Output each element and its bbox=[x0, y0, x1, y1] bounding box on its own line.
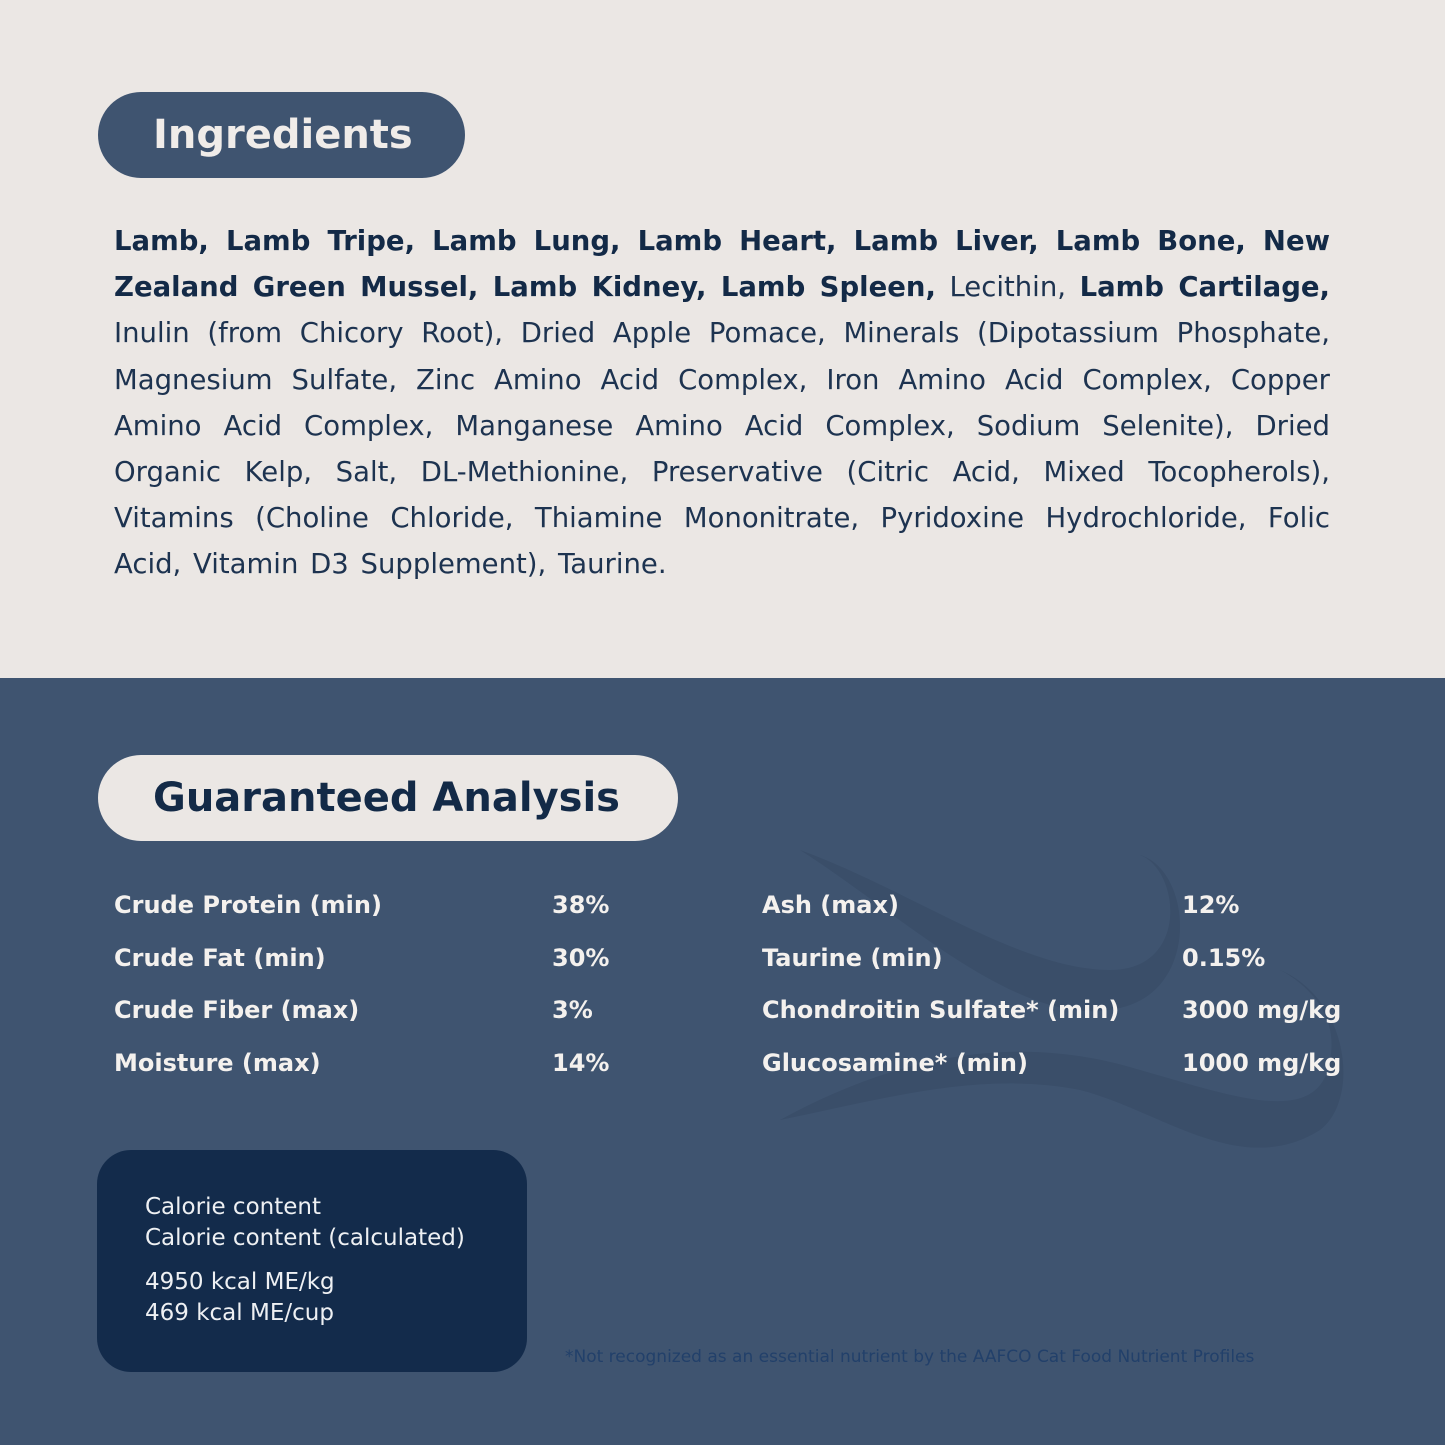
wave-icon bbox=[780, 850, 1344, 1148]
calorie-label: Calorie content bbox=[145, 1194, 321, 1220]
analysis-label: Chondroitin Sulfate* (min) bbox=[762, 996, 1120, 1024]
ingredient-regular: Lecithin, bbox=[935, 271, 1080, 304]
analysis-label: Crude Fiber (max) bbox=[114, 996, 360, 1024]
ingredients-section: Ingredients Lamb, Lamb Tripe, Lamb Lung,… bbox=[0, 0, 1445, 678]
ingredients-list: Lamb, Lamb Tripe, Lamb Lung, Lamb Heart,… bbox=[114, 218, 1330, 588]
ingredient-bold: Lamb, Lamb Tripe, Lamb Lung, Lamb Heart,… bbox=[114, 225, 1330, 304]
analysis-right-values: 12% 0.15% 3000 mg/kg 1000 mg/kg bbox=[1182, 885, 1341, 1095]
analysis-label: Crude Protein (min) bbox=[114, 891, 382, 919]
ingredient-bold: Lamb Cartilage, bbox=[1079, 271, 1331, 304]
analysis-label: Glucosamine* (min) bbox=[762, 1048, 1028, 1077]
analysis-label: Taurine (min) bbox=[762, 943, 943, 972]
analysis-value: 12% bbox=[1182, 891, 1240, 919]
analysis-right-labels: Ash (max) Taurine (min) Chondroitin Sulf… bbox=[762, 885, 1119, 1095]
ingredient-regular: Inulin (from Chicory Root), Dried Apple … bbox=[114, 317, 1330, 581]
calorie-value-kg: 4950 kcal ME/kg bbox=[145, 1269, 335, 1295]
footnote: *Not recognized as an essential nutrient… bbox=[565, 1347, 1255, 1367]
analysis-value: 30% bbox=[552, 943, 610, 972]
analysis-value: 3000 mg/kg bbox=[1182, 996, 1342, 1024]
analysis-value: 38% bbox=[552, 891, 610, 919]
analysis-value: 1000 mg/kg bbox=[1182, 1048, 1342, 1077]
analysis-left-values: 38% 30% 3% 14% bbox=[552, 885, 609, 1095]
ingredients-heading: Ingredients bbox=[98, 92, 465, 178]
guaranteed-analysis-heading: Guaranteed Analysis bbox=[98, 755, 678, 841]
calorie-label-calculated: Calorie content (calculated) bbox=[145, 1225, 465, 1251]
calorie-value-cup: 469 kcal ME/cup bbox=[145, 1300, 334, 1326]
analysis-value: 14% bbox=[552, 1048, 610, 1077]
analysis-left-labels: Crude Protein (min) Crude Fat (min) Crud… bbox=[114, 885, 382, 1095]
analysis-label: Ash (max) bbox=[762, 891, 899, 919]
analysis-value: 0.15% bbox=[1182, 943, 1266, 972]
calorie-box: Calorie content Calorie content (calcula… bbox=[97, 1150, 527, 1372]
analysis-value: 3% bbox=[552, 996, 593, 1024]
analysis-label: Moisture (max) bbox=[114, 1048, 321, 1077]
analysis-label: Crude Fat (min) bbox=[114, 943, 326, 972]
